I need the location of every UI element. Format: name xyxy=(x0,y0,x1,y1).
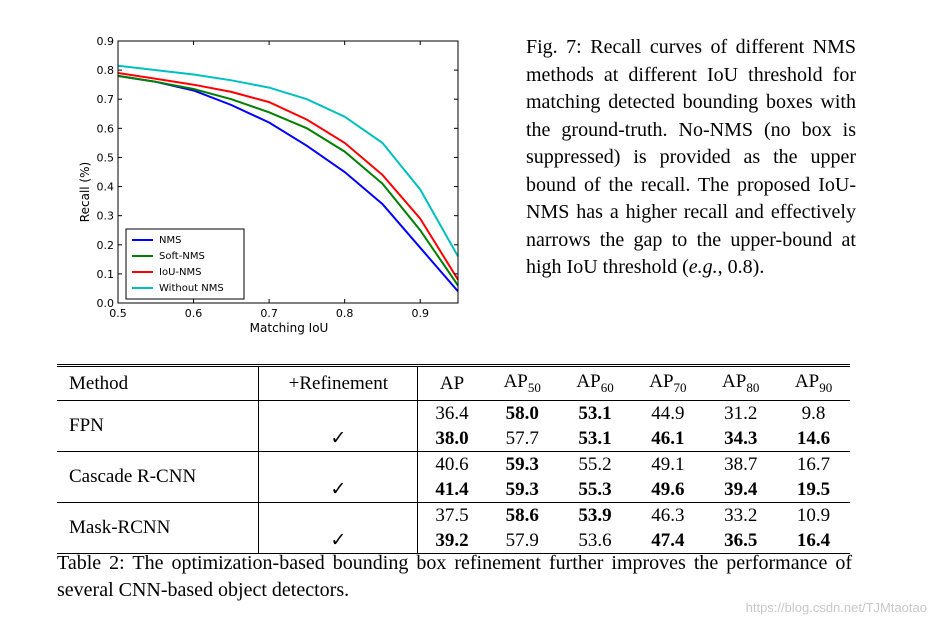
legend-label-nms: NMS xyxy=(159,235,181,246)
ap80-cell: 33.2 xyxy=(724,504,758,526)
x-tick-label: 0.5 xyxy=(109,307,127,320)
ap70-cell: 46.1 xyxy=(651,427,685,449)
table-row: ✓ 41.4 59.3 55.3 49.6 39.4 19.5 xyxy=(57,477,850,503)
ap80-cell: 39.4 xyxy=(724,478,758,500)
table-row: ✓ 38.0 57.7 53.1 46.1 34.3 14.6 xyxy=(57,426,850,452)
ap60-cell: 55.2 xyxy=(578,453,612,475)
header-ap90: AP90 xyxy=(794,371,833,395)
table-row: Cascade R-CNN 40.6 59.3 55.2 49.1 38.7 1… xyxy=(57,451,850,487)
legend-label-without-nms: Without NMS xyxy=(159,283,224,294)
header-ap60: AP60 xyxy=(576,371,614,395)
header-ap: AP xyxy=(439,372,465,394)
refinement-cell xyxy=(258,502,419,528)
x-axis-label: Matching IoU xyxy=(250,321,329,335)
watermark: https://blog.csdn.net/TJMtaotao xyxy=(745,600,927,615)
header-ap70: AP70 xyxy=(649,371,687,395)
y-tick-label: 0.9 xyxy=(97,35,115,48)
legend: NMS Soft-NMS IoU-NMS Without NMS xyxy=(125,228,245,300)
header-refinement: +Refinement xyxy=(258,365,419,401)
ap80-cell: 31.2 xyxy=(724,402,758,424)
y-axis-label: Recall (%) xyxy=(78,162,92,222)
method-cell: Mask-RCNN xyxy=(69,517,171,538)
ap90-cell: 19.5 xyxy=(796,478,831,500)
y-tick-label: 0.2 xyxy=(97,239,115,252)
ap70-cell: 49.6 xyxy=(651,478,685,500)
x-tick-label: 0.7 xyxy=(260,307,278,320)
series-line-1 xyxy=(117,74,459,287)
series-line-2 xyxy=(117,72,459,281)
ap60-cell: 53.6 xyxy=(578,529,612,551)
ap60-cell: 53.1 xyxy=(578,402,612,424)
method-cell: FPN xyxy=(69,415,104,436)
ap70-cell: 47.4 xyxy=(651,529,685,551)
y-tick-label: 0.1 xyxy=(97,268,115,281)
ap90-cell: 10.9 xyxy=(796,504,831,526)
refinement-check: ✓ xyxy=(258,426,419,452)
y-tick-label: 0.6 xyxy=(97,122,115,135)
figure-caption-label: Fig. 7: xyxy=(526,36,582,58)
y-tick-label: 0.7 xyxy=(97,93,115,106)
results-table: Method +Refinement AP AP50 AP60 AP70 AP8… xyxy=(57,364,850,554)
ap90-cell: 14.6 xyxy=(796,427,831,449)
refinement-check: ✓ xyxy=(258,477,419,503)
ap50-cell: 57.9 xyxy=(505,529,539,551)
x-tick-label: 0.9 xyxy=(411,307,429,320)
ap60-cell: 53.1 xyxy=(578,427,612,449)
legend-label-soft-nms: Soft-NMS xyxy=(159,251,205,262)
plot-frame xyxy=(117,40,459,304)
ap70-cell: 46.3 xyxy=(651,504,685,526)
ap70-cell: 44.9 xyxy=(651,402,685,424)
ap-cell: 37.5 xyxy=(435,504,469,526)
y-tick-label: 0.3 xyxy=(97,210,115,223)
figure-caption-end: , 0.8). xyxy=(717,256,765,278)
table-header-row: Method +Refinement AP AP50 AP60 AP70 AP8… xyxy=(57,365,850,401)
ap-cell: 41.4 xyxy=(435,478,469,500)
y-tick-label: 0.0 xyxy=(97,297,115,310)
figure-caption-eg: e.g. xyxy=(688,256,718,278)
ap90-cell: 16.7 xyxy=(796,453,831,475)
ap-cell: 36.4 xyxy=(435,402,469,424)
table-row: ✓ 39.2 57.9 53.6 47.4 36.5 16.4 xyxy=(57,528,850,554)
ap-cell: 38.0 xyxy=(435,427,469,449)
header-ap80: AP80 xyxy=(722,371,760,395)
ap90-cell: 16.4 xyxy=(796,529,831,551)
refinement-cell xyxy=(258,451,419,477)
ap80-cell: 34.3 xyxy=(724,427,758,449)
ap60-cell: 55.3 xyxy=(578,478,612,500)
series-line-3 xyxy=(117,64,459,257)
header-method: Method xyxy=(69,372,129,394)
ap50-cell: 58.6 xyxy=(505,504,539,526)
ap50-cell: 59.3 xyxy=(505,478,539,500)
y-tick-label: 0.5 xyxy=(97,151,115,164)
figure-caption: Fig. 7: Recall curves of different NMS m… xyxy=(526,34,856,282)
ap50-cell: 58.0 xyxy=(505,402,539,424)
table-caption: Table 2: The optimization-based bounding… xyxy=(57,552,852,601)
table-row: Mask-RCNN 37.5 58.6 53.9 46.3 33.2 10.9 xyxy=(57,502,850,538)
ap80-cell: 38.7 xyxy=(724,453,758,475)
refinement-cell xyxy=(258,400,419,426)
y-tick-label: 0.4 xyxy=(97,181,115,194)
x-tick-label: 0.8 xyxy=(336,307,354,320)
x-tick-label: 0.6 xyxy=(185,307,203,320)
refinement-check: ✓ xyxy=(258,528,419,554)
y-tick-label: 0.8 xyxy=(97,64,115,77)
ap50-cell: 57.7 xyxy=(505,427,539,449)
ap-cell: 39.2 xyxy=(435,529,469,551)
table-row: FPN 36.4 58.0 53.1 44.9 31.2 9.8 xyxy=(57,400,850,436)
ap90-cell: 9.8 xyxy=(801,402,826,424)
recall-chart: 0.5 0.6 0.7 0.8 0.9 0.0 0.1 0.2 0.3 0.4 0.5 0.6 0.7 0… xyxy=(78,35,459,335)
ap50-cell: 59.3 xyxy=(505,453,539,475)
ap60-cell: 53.9 xyxy=(578,504,612,526)
ap80-cell: 36.5 xyxy=(724,529,758,551)
figure-caption-text: Recall curves of different NMS methods a… xyxy=(526,36,856,278)
ap70-cell: 49.1 xyxy=(651,453,685,475)
plot-area: 0.5 0.6 0.7 0.8 0.9 0.0 0.1 0.2 0.3 0.4 0.5 0.6 0.7 0… xyxy=(97,35,459,320)
legend-label-iou-nms: IoU-NMS xyxy=(159,267,201,278)
ap-cell: 40.6 xyxy=(435,453,469,475)
header-ap50: AP50 xyxy=(503,371,541,395)
method-cell: Cascade R-CNN xyxy=(69,466,197,487)
